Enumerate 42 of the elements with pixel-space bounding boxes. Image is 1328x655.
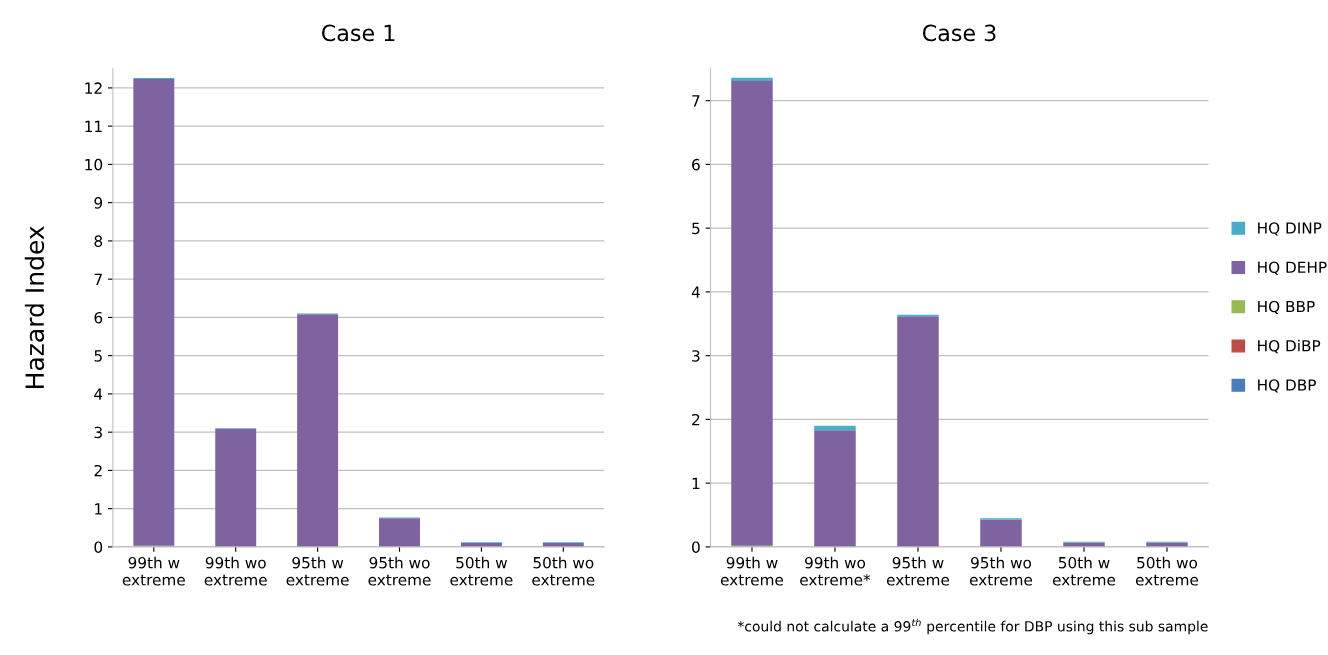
- legend-label: HQ BBP: [1258, 300, 1315, 315]
- legend-label: HQ DBP: [1258, 379, 1316, 393]
- y-tick-label: 2: [94, 464, 102, 477]
- x-tick-label: 50th wo extreme: [1135, 556, 1199, 586]
- text: *could not calculate a 99$^{th}$ percentile for DBP using this sub sample: [737, 618, 1208, 635]
- y-tick-label: 8: [94, 235, 103, 247]
- y-tick-label: 12: [85, 82, 102, 94]
- x-tick-label: 99th wo extreme: [204, 556, 267, 586]
- x-tick-label: 99th wo extreme*: [800, 556, 871, 586]
- x-tick-label: 95th w extreme: [286, 556, 349, 586]
- y-tick-label: 6: [692, 158, 700, 171]
- x-tick-label: 95th w extreme: [886, 556, 950, 586]
- y-tick-label: 4: [94, 388, 103, 400]
- y-tick-label: 2: [692, 413, 700, 426]
- x-tick-label: 99th w extreme: [720, 556, 784, 586]
- y-tick-label: 0: [94, 541, 103, 553]
- x-tick-label: 95th wo extreme: [368, 556, 431, 586]
- y-tick-label: 0: [692, 541, 700, 553]
- x-tick-label: 50th w extreme: [1052, 556, 1116, 586]
- y-tick-label: 1: [95, 503, 102, 515]
- legend-label: HQ DEHP: [1258, 261, 1327, 275]
- y-tick-label: 5: [94, 350, 102, 362]
- legend-label: HQ DINP: [1258, 222, 1322, 236]
- y-tick-label: 4: [691, 286, 700, 298]
- x-tick-label: 99th w extreme: [122, 556, 185, 586]
- y-tick-label: 1: [692, 477, 700, 489]
- y-tick-label: 3: [94, 426, 102, 439]
- y-tick-label: 7: [692, 95, 700, 107]
- y-tick-label: 11: [85, 120, 102, 132]
- chart-title: Case 3: [922, 24, 996, 42]
- y-tick-label: 5: [692, 222, 700, 235]
- chart-title: Case 1: [322, 24, 395, 42]
- x-tick-label: 95th wo extreme: [969, 556, 1033, 586]
- legend-label: HQ DiBP: [1258, 339, 1321, 354]
- y-axis-title: Hazard Index: [24, 226, 45, 388]
- x-tick-label: 50th wo extreme: [532, 556, 595, 586]
- y-tick-label: 9: [94, 197, 103, 209]
- y-tick-label: 10: [85, 158, 103, 171]
- y-tick-label: 7: [94, 273, 102, 285]
- x-tick-label: 50th w extreme: [450, 556, 513, 586]
- y-tick-label: 3: [692, 350, 700, 362]
- y-tick-label: 6: [94, 311, 103, 324]
